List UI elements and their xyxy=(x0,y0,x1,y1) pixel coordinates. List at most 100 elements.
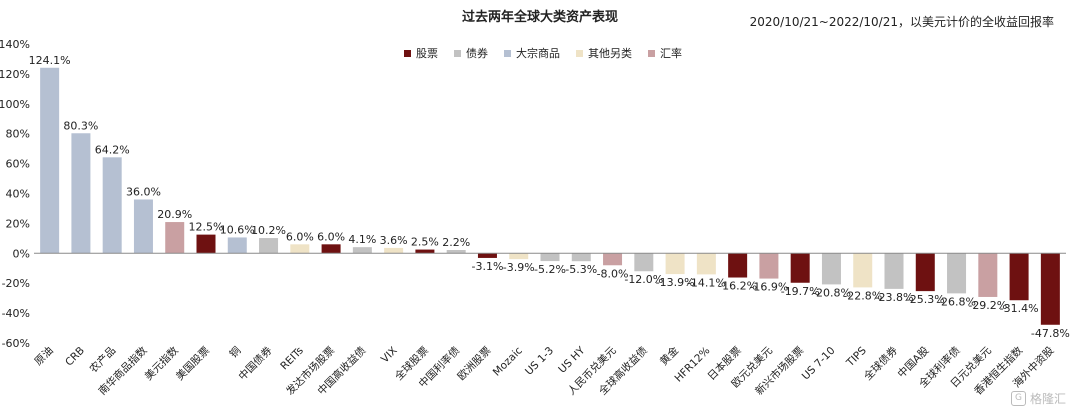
data-label: 10.2% xyxy=(251,224,286,237)
x-tick-label: US 1-3 xyxy=(523,345,556,378)
data-label: 6.0% xyxy=(286,230,314,243)
bar xyxy=(759,253,779,279)
y-tick-label: -60% xyxy=(2,337,30,350)
bar xyxy=(978,253,998,297)
bar xyxy=(696,253,716,275)
legend-label: 大宗商品 xyxy=(516,47,560,60)
legend-label: 股票 xyxy=(416,47,438,60)
bar xyxy=(196,234,216,254)
data-label: 12.5% xyxy=(189,221,224,234)
legend-swatch xyxy=(404,49,411,57)
watermark: G 格隆汇 xyxy=(1010,390,1066,407)
data-label: -16.2% xyxy=(718,280,757,293)
bar xyxy=(728,253,748,278)
legend-swatch xyxy=(504,49,511,57)
data-label: -13.9% xyxy=(656,276,695,289)
data-label: -23.8% xyxy=(875,291,914,304)
legend-swatch xyxy=(454,49,461,57)
x-tick-label: 欧洲股票 xyxy=(455,345,493,383)
x-tick-label: 中国债券 xyxy=(236,344,275,383)
data-label: -25.3% xyxy=(906,293,945,306)
data-label: 36.0% xyxy=(126,185,161,198)
x-tick-label: 原油 xyxy=(32,344,56,368)
data-label: -5.3% xyxy=(565,263,597,276)
y-tick-label: 60% xyxy=(6,158,30,171)
bar xyxy=(40,67,60,254)
legend-item-fx: 汇率 xyxy=(648,45,682,61)
x-tick-label: 黄金 xyxy=(657,344,681,368)
bar xyxy=(446,250,466,254)
data-label: -26.8% xyxy=(937,295,976,308)
x-tick-label: REITs xyxy=(278,345,306,373)
bar xyxy=(790,253,810,283)
bar xyxy=(384,247,404,254)
x-tick-label: 农产品 xyxy=(87,344,118,375)
bar xyxy=(509,253,529,260)
data-label: 20.9% xyxy=(157,208,192,221)
chart-subtitle: 2020/10/21~2022/10/21，以美元计价的全收益回报率 xyxy=(749,15,1054,29)
x-tick-label: 铜 xyxy=(227,345,243,361)
chart-title: 过去两年全球大类资产表现 xyxy=(461,10,618,25)
data-label: -12.0% xyxy=(624,273,663,286)
bar xyxy=(133,199,153,254)
bar xyxy=(415,249,435,254)
bar xyxy=(571,253,591,262)
bar xyxy=(290,244,310,254)
watermark-logo-icon: G xyxy=(1010,391,1026,406)
y-tick-label: 100% xyxy=(0,98,30,111)
bar xyxy=(947,253,967,294)
legend: 股票 债券 大宗商品 其他另类 汇率 xyxy=(404,45,682,61)
bar xyxy=(915,253,935,292)
bar xyxy=(477,253,497,258)
legend-swatch xyxy=(576,49,583,57)
bar xyxy=(884,253,904,289)
x-tick-label: TIPS xyxy=(844,344,869,369)
data-label: 4.1% xyxy=(348,233,376,246)
data-label: 2.5% xyxy=(411,236,439,249)
y-tick-label: 140% xyxy=(0,38,30,51)
data-label: 64.2% xyxy=(95,143,130,156)
legend-label: 汇率 xyxy=(660,47,682,60)
watermark-text: 格隆汇 xyxy=(1029,392,1066,406)
y-tick-label: 0% xyxy=(13,247,30,260)
data-label: -3.1% xyxy=(471,260,503,273)
bar xyxy=(227,237,247,254)
x-tick-label: 全球债券 xyxy=(861,344,900,383)
x-tick-label: 美国股票 xyxy=(173,344,212,383)
data-label: 3.6% xyxy=(380,234,408,247)
x-tick-label: US 7-10 xyxy=(800,345,838,383)
bar xyxy=(1009,253,1029,301)
legend-swatch xyxy=(648,49,655,57)
bar xyxy=(540,253,560,262)
legend-label: 其他另类 xyxy=(588,47,632,60)
y-tick-label: 20% xyxy=(6,217,30,230)
x-tick-label: VIX xyxy=(379,345,400,366)
legend-item-stocks: 股票 xyxy=(404,45,438,61)
data-label: 80.3% xyxy=(63,119,98,132)
bar xyxy=(634,253,654,272)
bar xyxy=(71,133,91,254)
bar xyxy=(102,157,122,254)
legend-item-bonds: 债券 xyxy=(454,45,488,61)
data-label: -14.1% xyxy=(687,276,726,289)
legend-item-alternatives: 其他另类 xyxy=(576,45,632,61)
bar xyxy=(352,247,372,254)
bar xyxy=(821,253,841,285)
data-label: -20.8% xyxy=(812,286,851,299)
y-tick-label: 40% xyxy=(6,188,30,201)
bar xyxy=(665,253,685,275)
data-label: 10.6% xyxy=(220,223,255,236)
bar xyxy=(1040,253,1060,325)
data-label: 2.2% xyxy=(442,236,470,249)
data-label: -5.2% xyxy=(534,263,566,276)
x-tick-label: CRB xyxy=(63,345,87,369)
bar xyxy=(321,244,341,254)
data-label: -16.9% xyxy=(749,281,788,294)
y-tick-label: 80% xyxy=(6,128,30,141)
x-tick-label: Mozaic xyxy=(491,344,525,378)
bar xyxy=(853,253,873,288)
data-label: 6.0% xyxy=(317,230,345,243)
legend-item-commodities: 大宗商品 xyxy=(504,45,560,61)
data-label: -22.8% xyxy=(843,289,882,302)
